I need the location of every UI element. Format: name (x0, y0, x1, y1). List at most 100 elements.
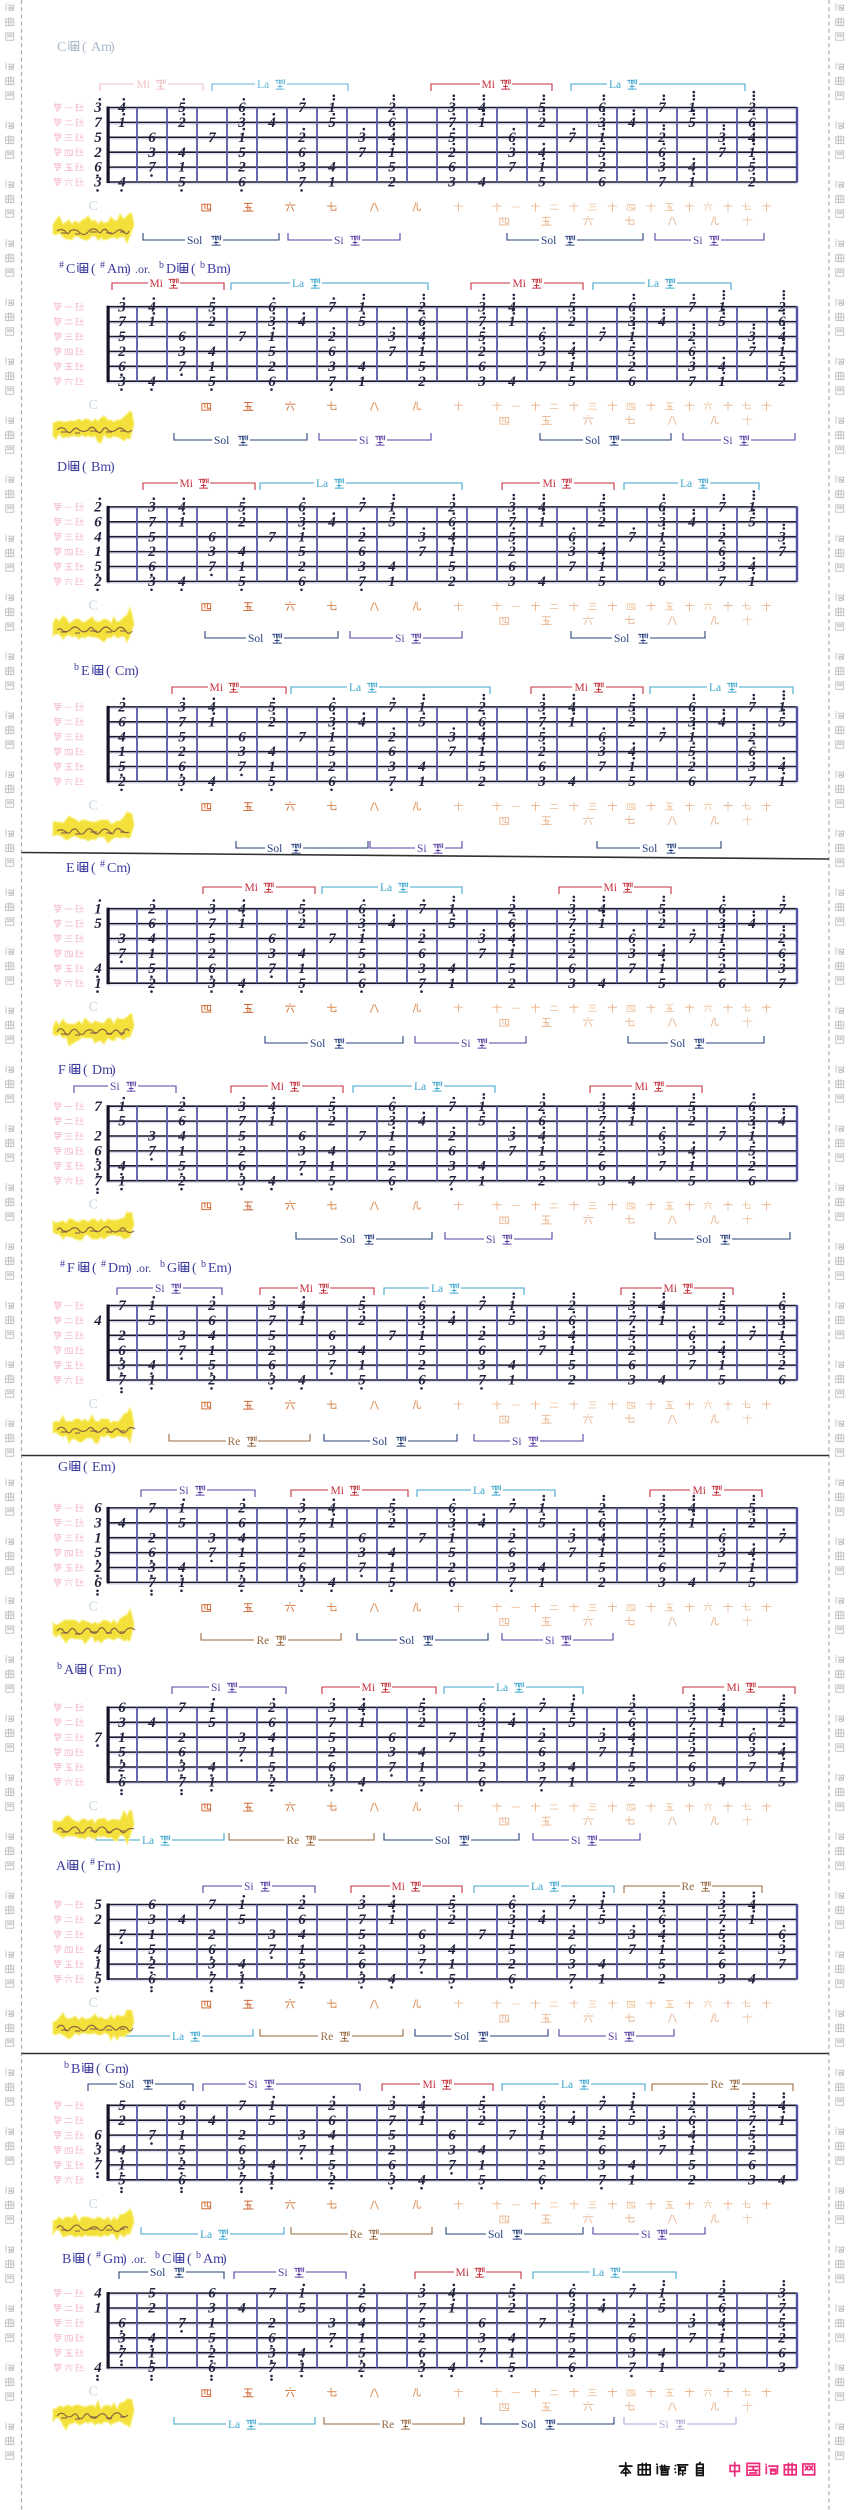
svg-text:5: 5 (568, 1358, 576, 1374)
svg-text:7: 7 (118, 1298, 126, 1314)
svg-text:1: 1 (298, 2286, 306, 2302)
svg-text:1: 1 (658, 2360, 666, 2376)
svg-text:2: 2 (237, 160, 246, 176)
svg-text:2: 2 (93, 1560, 102, 1576)
svg-text:5: 5 (718, 1927, 726, 1943)
svg-text:5: 5 (778, 1343, 786, 1359)
svg-text:2: 2 (297, 916, 306, 932)
svg-text:5: 5 (748, 514, 756, 530)
svg-text:5: 5 (448, 1897, 456, 1913)
svg-text:1: 1 (688, 100, 696, 116)
svg-text:2: 2 (327, 1745, 336, 1761)
svg-text:2: 2 (93, 500, 102, 516)
svg-text:1: 1 (478, 744, 486, 760)
svg-text:6: 6 (538, 2098, 546, 2114)
svg-text:2: 2 (597, 1575, 606, 1591)
svg-text:3: 3 (387, 759, 396, 775)
svg-text:3: 3 (297, 1501, 306, 1517)
svg-text:2: 2 (447, 1560, 456, 1576)
svg-text:4: 4 (267, 2158, 276, 2174)
svg-text:5: 5 (718, 2345, 726, 2361)
svg-text:2: 2 (267, 2316, 276, 2332)
svg-text:7: 7 (538, 359, 546, 375)
svg-text:Re: Re (287, 1835, 300, 1847)
svg-text:4: 4 (357, 714, 366, 730)
svg-text:1: 1 (508, 314, 516, 330)
svg-text:): ) (110, 40, 115, 55)
svg-text:3: 3 (717, 1972, 726, 1988)
svg-text:2: 2 (777, 2330, 786, 2346)
svg-text:3: 3 (177, 344, 186, 360)
svg-text:4: 4 (177, 1129, 186, 1145)
svg-text:2: 2 (537, 1099, 546, 1115)
svg-text:5: 5 (94, 1897, 102, 1913)
svg-text:5: 5 (538, 2143, 546, 2159)
svg-text:1: 1 (298, 2360, 306, 2376)
svg-text:2: 2 (627, 714, 636, 730)
svg-text:7: 7 (688, 1358, 696, 1374)
svg-text:(: ( (87, 2252, 92, 2267)
svg-text:Dm: Dm (92, 1063, 113, 1078)
svg-text:2: 2 (747, 729, 756, 745)
svg-text:3: 3 (507, 145, 516, 161)
svg-text:3: 3 (357, 559, 366, 575)
svg-text:5: 5 (208, 931, 216, 947)
svg-text:1: 1 (94, 544, 102, 560)
svg-text:1: 1 (778, 1760, 786, 1776)
svg-text:6: 6 (748, 1099, 756, 1115)
svg-text:Mi: Mi (727, 1682, 740, 1694)
svg-text:5: 5 (388, 1501, 396, 1517)
svg-text:2: 2 (177, 1173, 186, 1189)
svg-text:6: 6 (94, 1575, 102, 1591)
svg-text:4: 4 (657, 946, 666, 962)
svg-text:4: 4 (597, 544, 606, 560)
svg-text:5: 5 (658, 1530, 666, 1546)
svg-text:3: 3 (327, 2316, 336, 2332)
svg-text:(: ( (92, 1261, 97, 1276)
svg-text:7: 7 (358, 574, 366, 590)
svg-text:5: 5 (268, 700, 276, 716)
svg-text:5: 5 (688, 115, 696, 131)
svg-text:4: 4 (357, 2316, 366, 2332)
svg-text:2: 2 (657, 1545, 666, 1561)
svg-text:4: 4 (387, 1897, 396, 1913)
svg-text:6: 6 (208, 961, 216, 977)
svg-text:4: 4 (117, 1158, 126, 1174)
svg-text:7: 7 (238, 2098, 246, 2114)
svg-text:3: 3 (147, 1912, 156, 1928)
svg-text:1: 1 (268, 1114, 276, 1130)
svg-text:7: 7 (418, 2301, 426, 2317)
svg-text:Mi: Mi (210, 682, 223, 694)
svg-text:4: 4 (93, 1942, 102, 1958)
svg-text:2: 2 (177, 115, 186, 131)
svg-text:6: 6 (358, 1957, 366, 1973)
svg-text:4: 4 (447, 961, 456, 977)
svg-text:4: 4 (777, 1114, 786, 1130)
svg-text:2: 2 (597, 2128, 606, 2144)
svg-text:5: 5 (208, 1715, 216, 1731)
svg-text:3: 3 (387, 329, 396, 345)
svg-text:6: 6 (598, 100, 606, 116)
svg-text:1: 1 (268, 2098, 276, 2114)
svg-text:6: 6 (118, 1700, 126, 1716)
svg-text:Re: Re (228, 1436, 241, 1448)
svg-text:2: 2 (447, 145, 456, 161)
svg-text:7: 7 (118, 2345, 126, 2361)
svg-text:2: 2 (327, 329, 336, 345)
svg-text:6: 6 (628, 931, 636, 947)
svg-text:5: 5 (598, 145, 606, 161)
svg-text:7: 7 (538, 2316, 546, 2332)
svg-text:1: 1 (268, 759, 276, 775)
svg-text:7: 7 (628, 1313, 636, 1329)
svg-text:1: 1 (238, 1545, 246, 1561)
svg-text:Si: Si (244, 1881, 254, 1893)
svg-text:6: 6 (568, 2286, 576, 2302)
svg-text:(: ( (83, 1063, 88, 1078)
svg-text:6: 6 (628, 299, 636, 315)
svg-text:1: 1 (118, 1099, 126, 1115)
svg-text:La: La (592, 2267, 604, 2279)
svg-text:4: 4 (777, 2098, 786, 2114)
svg-text:1: 1 (628, 2098, 636, 2114)
svg-text:3: 3 (627, 1373, 636, 1389)
svg-text:5: 5 (478, 1745, 486, 1761)
